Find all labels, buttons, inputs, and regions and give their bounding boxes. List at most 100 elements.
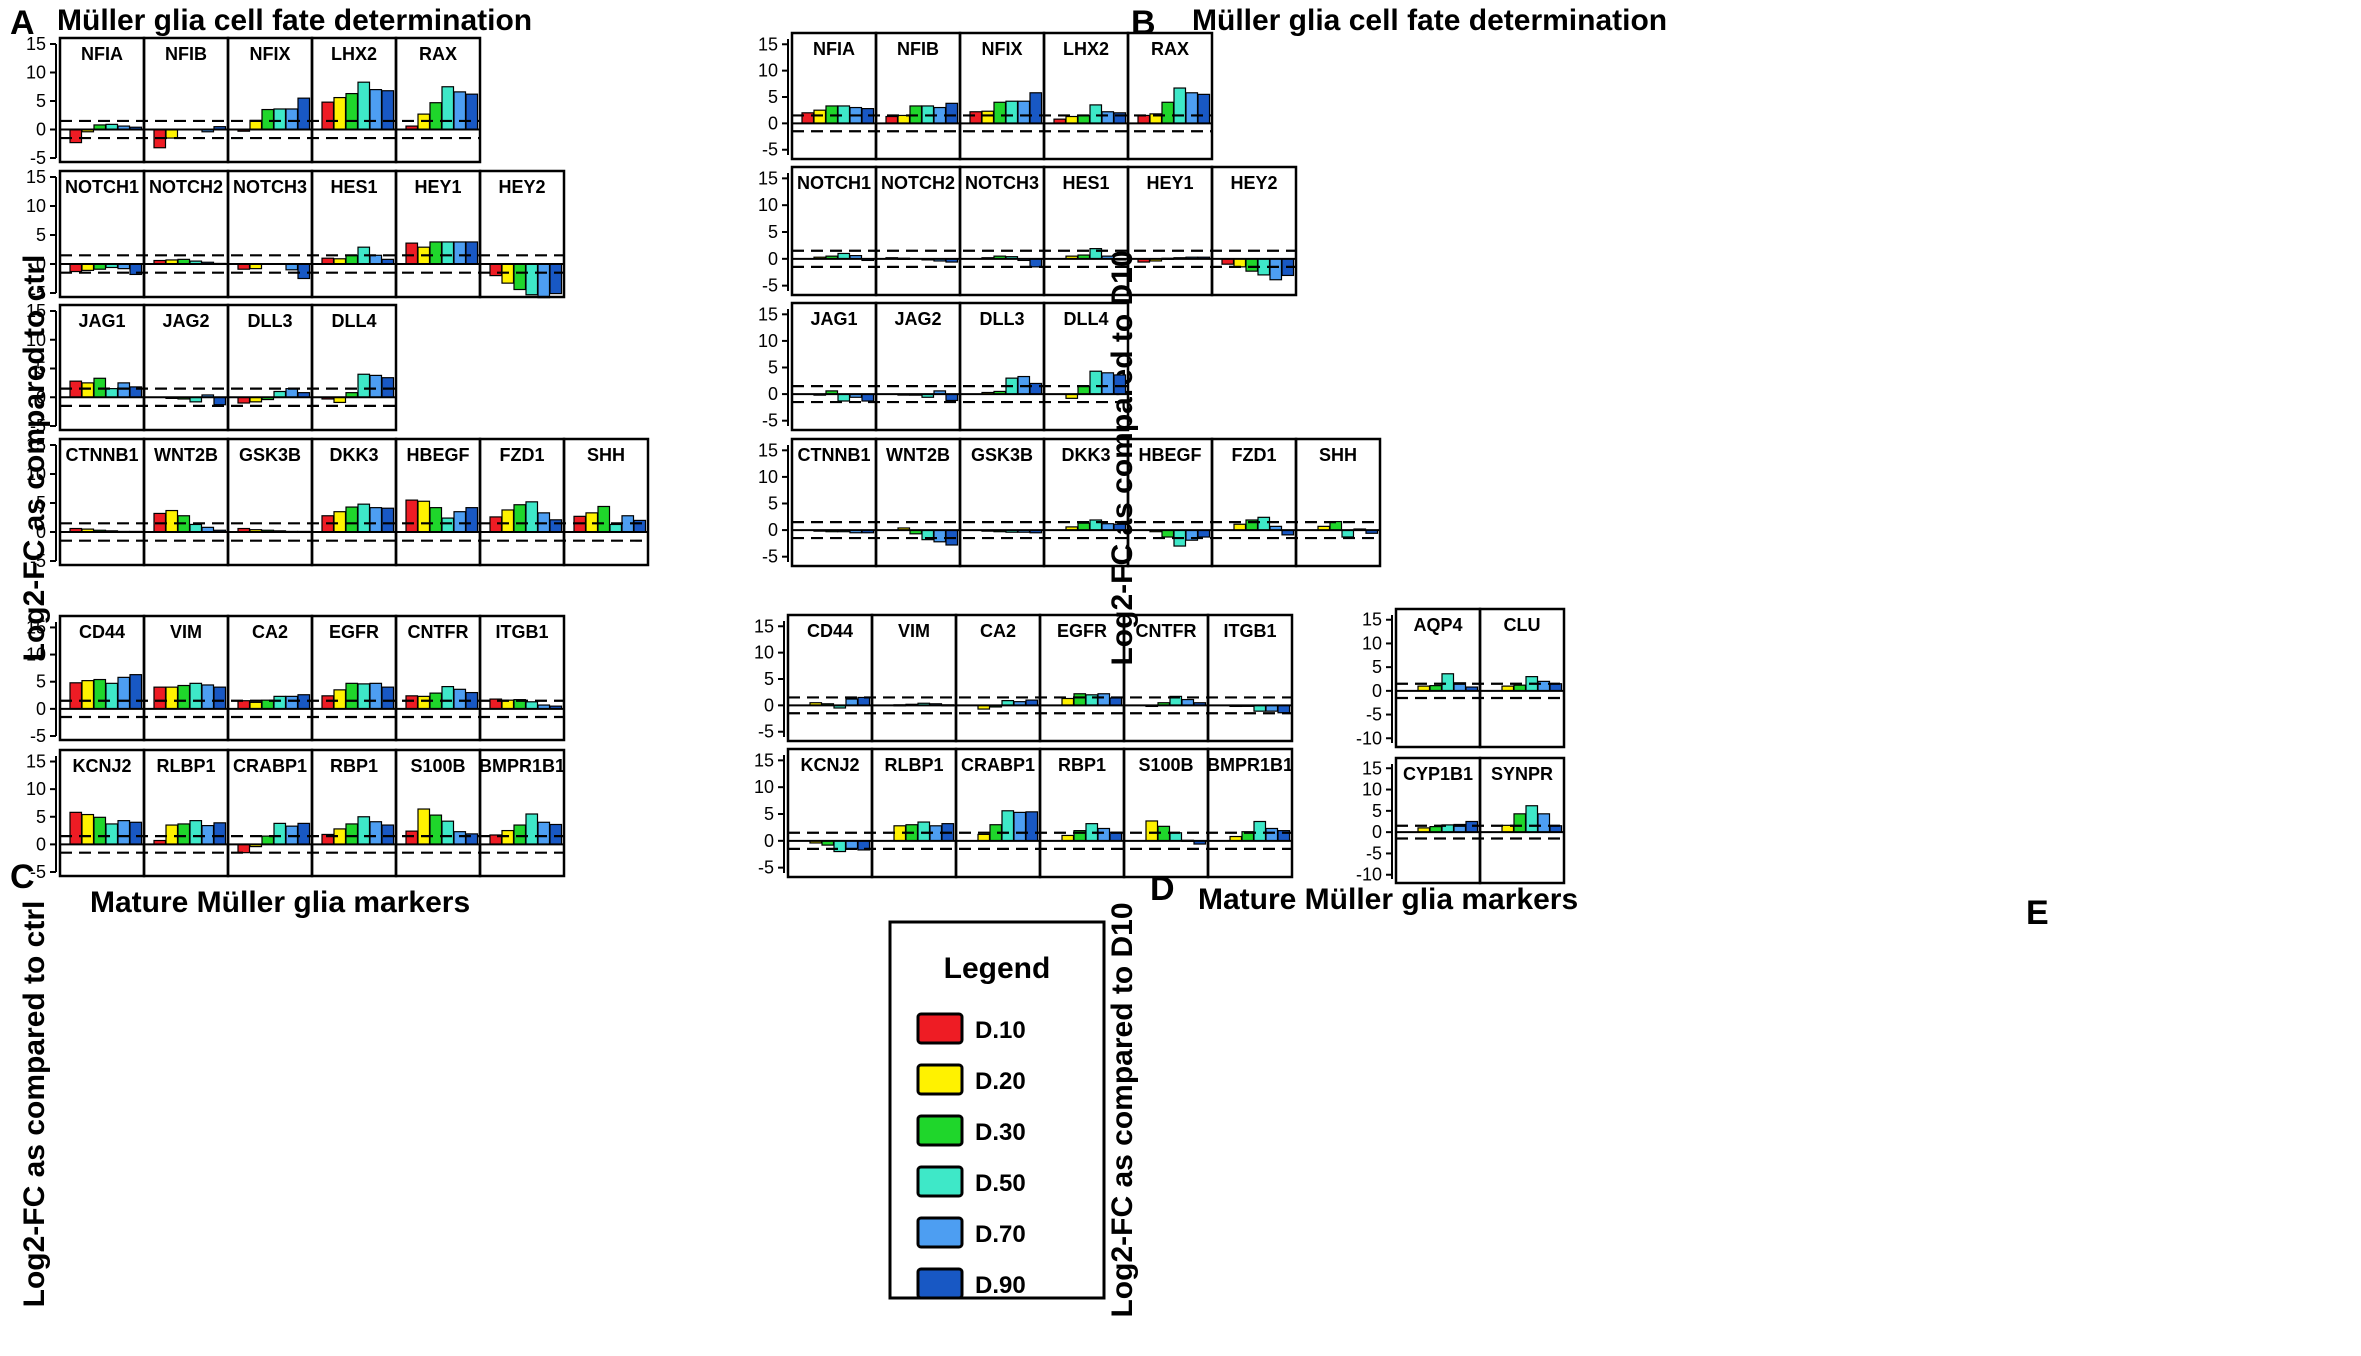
bar-dkk3-d50 <box>357 503 371 533</box>
gene-cell-notch2: NOTCH2 <box>874 165 962 297</box>
y-tick-label: -10 <box>1356 728 1382 748</box>
gene-label: JAG1 <box>78 311 125 331</box>
legend-swatch-d20 <box>916 1063 964 1096</box>
bar-nfix-d70 <box>285 108 299 131</box>
gene-cell-cntfr: CNTFR <box>394 614 482 742</box>
y-tick-label: 5 <box>764 669 774 689</box>
bar-hey2-d10 <box>489 263 503 277</box>
gene-cell-shh: SHH <box>1294 437 1382 568</box>
bar-lhx2-d70 <box>369 88 383 131</box>
gene-cell-shh: SHH <box>562 437 650 567</box>
bar-dll3-d70 <box>285 388 299 398</box>
bar-hey1-d30 <box>429 241 443 265</box>
y-tick-label: 0 <box>768 249 778 269</box>
y-tick-label: 15 <box>26 167 46 187</box>
gene-cell-cntfr: CNTFR <box>1122 613 1210 743</box>
gene-cell-itgb1: ITGB1 <box>478 614 566 742</box>
gene-cell-jag2: JAG2 <box>874 301 962 432</box>
y-tick-label: 5 <box>1372 801 1382 821</box>
bar-wnt2b-d50 <box>189 523 203 533</box>
gene-label: EGFR <box>1057 621 1107 641</box>
gene-label: DLL3 <box>248 311 293 331</box>
gene-cell-frame <box>562 437 650 567</box>
bar-fzd1-d30 <box>513 504 527 533</box>
bar-bmpr1b1-d50 <box>1253 820 1267 842</box>
gene-label: ITGB1 <box>495 622 548 642</box>
legend-label-d50: D.50 <box>975 1170 1026 1197</box>
gene-label: GSK3B <box>239 445 301 465</box>
bar-vim-d70 <box>201 684 215 710</box>
y-tick-label: 15 <box>758 440 778 460</box>
panel-b-letter: B <box>1131 4 1156 42</box>
bar-shh-d90 <box>633 519 647 533</box>
gene-label: S100B <box>1138 755 1193 775</box>
gene-cell-rax: RAX <box>394 36 482 164</box>
bar-dll4-d50 <box>1089 370 1103 395</box>
legend-swatch-d50 <box>916 1165 964 1198</box>
gene-label: FZD1 <box>1232 445 1277 465</box>
gene-label: JAG1 <box>810 309 857 329</box>
y-tick-label: -10 <box>1356 865 1382 885</box>
bar-lhx2-d50 <box>357 81 371 131</box>
panel-c-row-1: 15 10 5 0 -5 CD44 VIM CA2 EGFR CNTFR ITGB1 <box>26 614 566 746</box>
gene-cell-dkk3: DKK3 <box>310 437 398 567</box>
gene-cell-frame <box>1210 165 1298 297</box>
panel-e-letter: E <box>2026 894 2049 932</box>
gene-cell-hes1: HES1 <box>310 169 398 299</box>
bar-rbp1-d30 <box>345 823 359 845</box>
bar-hey2-d90 <box>549 263 563 295</box>
gene-label: HBEGF <box>407 445 470 465</box>
bar-jag1-d20 <box>81 382 95 398</box>
gene-cell-crabp1: CRABP1 <box>954 747 1042 879</box>
gene-label: NOTCH3 <box>965 173 1039 193</box>
bar-egfr-d90 <box>381 686 395 710</box>
bar-dkk3-d30 <box>345 506 359 533</box>
bar-notch1-d10 <box>69 263 83 273</box>
y-tick-label: -5 <box>758 858 774 878</box>
y-tick-label: 15 <box>1362 758 1382 778</box>
legend-swatch-d90 <box>916 1267 964 1300</box>
bar-dkk3-d20 <box>333 511 347 533</box>
gene-label: LHX2 <box>1063 39 1109 59</box>
bar-hbegf-d20 <box>417 500 431 533</box>
gene-label: HEY1 <box>414 177 461 197</box>
bar-rlbp1-d50 <box>917 821 931 842</box>
panel-d-row-2: 15 10 5 0 -5 KCNJ2 RLBP1 CRABP1 RBP1 S100B BMPR1B1 <box>754 747 1294 879</box>
gene-label: RLBP1 <box>884 755 943 775</box>
bar-hey2-d30 <box>513 263 527 291</box>
bar-hbegf-d70 <box>453 511 467 533</box>
bar-egfr-d50 <box>357 683 371 710</box>
panel-b-row-3: 15 10 5 0 -5 JAG1 JAG2 DLL3 DLL4 <box>758 301 1130 432</box>
gene-cell-ctnnb1: CTNNB1 <box>790 437 878 568</box>
y-tick-label: 15 <box>758 34 778 54</box>
bar-s100b-d70 <box>453 831 467 845</box>
gene-cell-nfix: NFIX <box>958 31 1046 161</box>
bar-kcnj2-d50 <box>105 823 119 845</box>
gene-label: CTNNB1 <box>797 445 870 465</box>
gene-cell-rbp1: RBP1 <box>310 748 398 878</box>
bar-kcnj2-d70 <box>117 820 131 845</box>
bar-egfr-d20 <box>1061 697 1075 706</box>
gene-cell-rax: RAX <box>1126 31 1214 161</box>
gene-cell-bmpr1b1: BMPR1B1 <box>1206 747 1294 879</box>
gene-cell-frame <box>1478 607 1566 749</box>
bar-nfib-d20 <box>897 114 911 124</box>
bar-fzd1-d50 <box>525 501 539 533</box>
bar-fzd1-d10 <box>489 516 503 533</box>
gene-cell-notch2: NOTCH2 <box>142 169 230 299</box>
gene-label: CD44 <box>807 621 853 641</box>
bar-kcnj2-d30 <box>93 816 107 845</box>
gene-cell-egfr: EGFR <box>1038 613 1126 743</box>
bar-rax-d10 <box>1137 114 1151 124</box>
y-tick-label: 10 <box>1362 633 1382 653</box>
bar-fzd1-d90 <box>549 519 563 533</box>
y-tick-label: 10 <box>754 643 774 663</box>
bar-s100b-d50 <box>1169 832 1183 842</box>
gene-cell-ca2: CA2 <box>226 614 314 742</box>
gene-label: S100B <box>410 756 465 776</box>
y-tick-label: 5 <box>36 493 46 513</box>
bar-shh-d50 <box>1341 529 1355 538</box>
